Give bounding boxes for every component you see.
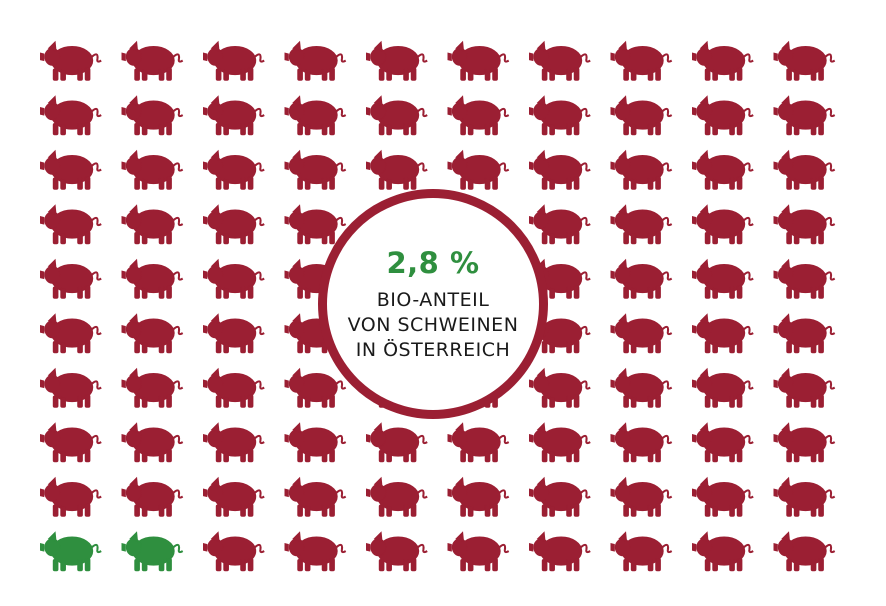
pig-icon <box>773 149 836 191</box>
pig-icon <box>121 204 184 245</box>
pig-icon <box>610 204 673 245</box>
percentage-value: 2,8 % <box>386 245 480 280</box>
pig-icon <box>447 422 510 463</box>
pig-icon <box>284 149 347 191</box>
pig-icon <box>529 367 592 409</box>
pig-icon <box>121 422 184 463</box>
pig-icon <box>773 367 836 409</box>
pig-icon <box>692 258 755 300</box>
pig-icon <box>529 95 592 136</box>
pig-icon <box>121 367 184 409</box>
pig-icon <box>40 258 103 300</box>
pig-icon <box>40 149 103 191</box>
pig-icon <box>447 531 510 572</box>
pig-icon <box>203 40 266 82</box>
pig-icon <box>121 40 184 82</box>
pig-icon <box>40 95 103 136</box>
pig-icon <box>121 313 184 354</box>
pig-icon <box>529 204 592 245</box>
pig-icon <box>447 149 510 191</box>
pig-icon <box>773 313 836 354</box>
pig-icon <box>610 313 673 354</box>
pig-icon <box>284 204 347 245</box>
pig-icon <box>447 476 510 518</box>
pig-icon <box>610 149 673 191</box>
pig-icon <box>529 476 592 518</box>
pig-icon <box>203 367 266 409</box>
pig-icon <box>529 149 592 191</box>
pig-icon <box>610 476 673 518</box>
pig-icon <box>773 95 836 136</box>
pig-icon <box>121 149 184 191</box>
pig-icon <box>692 422 755 463</box>
pig-icon <box>773 531 836 572</box>
pig-icon <box>284 95 347 136</box>
pig-icon <box>40 531 103 572</box>
pig-icon <box>529 531 592 572</box>
pig-icon <box>692 149 755 191</box>
pig-icon <box>284 531 347 572</box>
pig-icon <box>284 367 347 409</box>
pig-icon <box>284 422 347 463</box>
pig-icon <box>284 476 347 518</box>
caption-line-1: BIO-ANTEIL <box>376 288 490 311</box>
pig-icon <box>692 95 755 136</box>
pig-icon <box>40 313 103 354</box>
pig-icon <box>203 204 266 245</box>
pig-icon <box>773 204 836 245</box>
pig-icon <box>366 95 429 136</box>
pig-icon <box>40 40 103 82</box>
pig-icon <box>610 367 673 409</box>
pig-icon <box>203 313 266 354</box>
pig-icon <box>203 95 266 136</box>
pig-icon <box>692 531 755 572</box>
pig-icon <box>366 149 429 191</box>
pig-icon <box>692 476 755 518</box>
pig-icon <box>692 313 755 354</box>
pig-icon <box>121 476 184 518</box>
pig-icon <box>610 422 673 463</box>
caption-line-3: IN ÖSTERREICH <box>355 338 511 361</box>
pig-icon <box>529 422 592 463</box>
pig-icon <box>692 204 755 245</box>
pig-icon <box>203 258 266 300</box>
pig-icon <box>773 40 836 82</box>
pig-icon <box>610 95 673 136</box>
pig-icon <box>203 422 266 463</box>
caption-line-2: VON SCHWEINEN <box>347 313 519 336</box>
pig-icon <box>447 95 510 136</box>
pig-icon <box>121 95 184 136</box>
pig-icon <box>40 422 103 463</box>
pig-icon <box>366 531 429 572</box>
pig-icon <box>284 40 347 82</box>
pig-icon <box>40 476 103 518</box>
pig-icon <box>203 531 266 572</box>
pig-icon <box>773 258 836 300</box>
pig-icon <box>366 476 429 518</box>
pig-icon <box>121 531 184 572</box>
pig-icon <box>121 258 184 300</box>
pig-icon <box>610 531 673 572</box>
pig-icon <box>773 476 836 518</box>
pig-icon <box>40 204 103 245</box>
pig-icon <box>447 40 510 82</box>
pig-icon <box>773 422 836 463</box>
pig-icon <box>529 40 592 82</box>
pig-icon <box>692 40 755 82</box>
pig-icon <box>40 367 103 409</box>
pig-icon <box>203 149 266 191</box>
percentage-badge: 2,8 % BIO-ANTEIL VON SCHWEINEN IN ÖSTERR… <box>318 189 548 419</box>
pig-icon <box>692 367 755 409</box>
pig-icon <box>610 40 673 82</box>
pig-icon <box>366 422 429 463</box>
pig-icon <box>203 476 266 518</box>
pig-icon <box>366 40 429 82</box>
pig-icon <box>610 258 673 300</box>
